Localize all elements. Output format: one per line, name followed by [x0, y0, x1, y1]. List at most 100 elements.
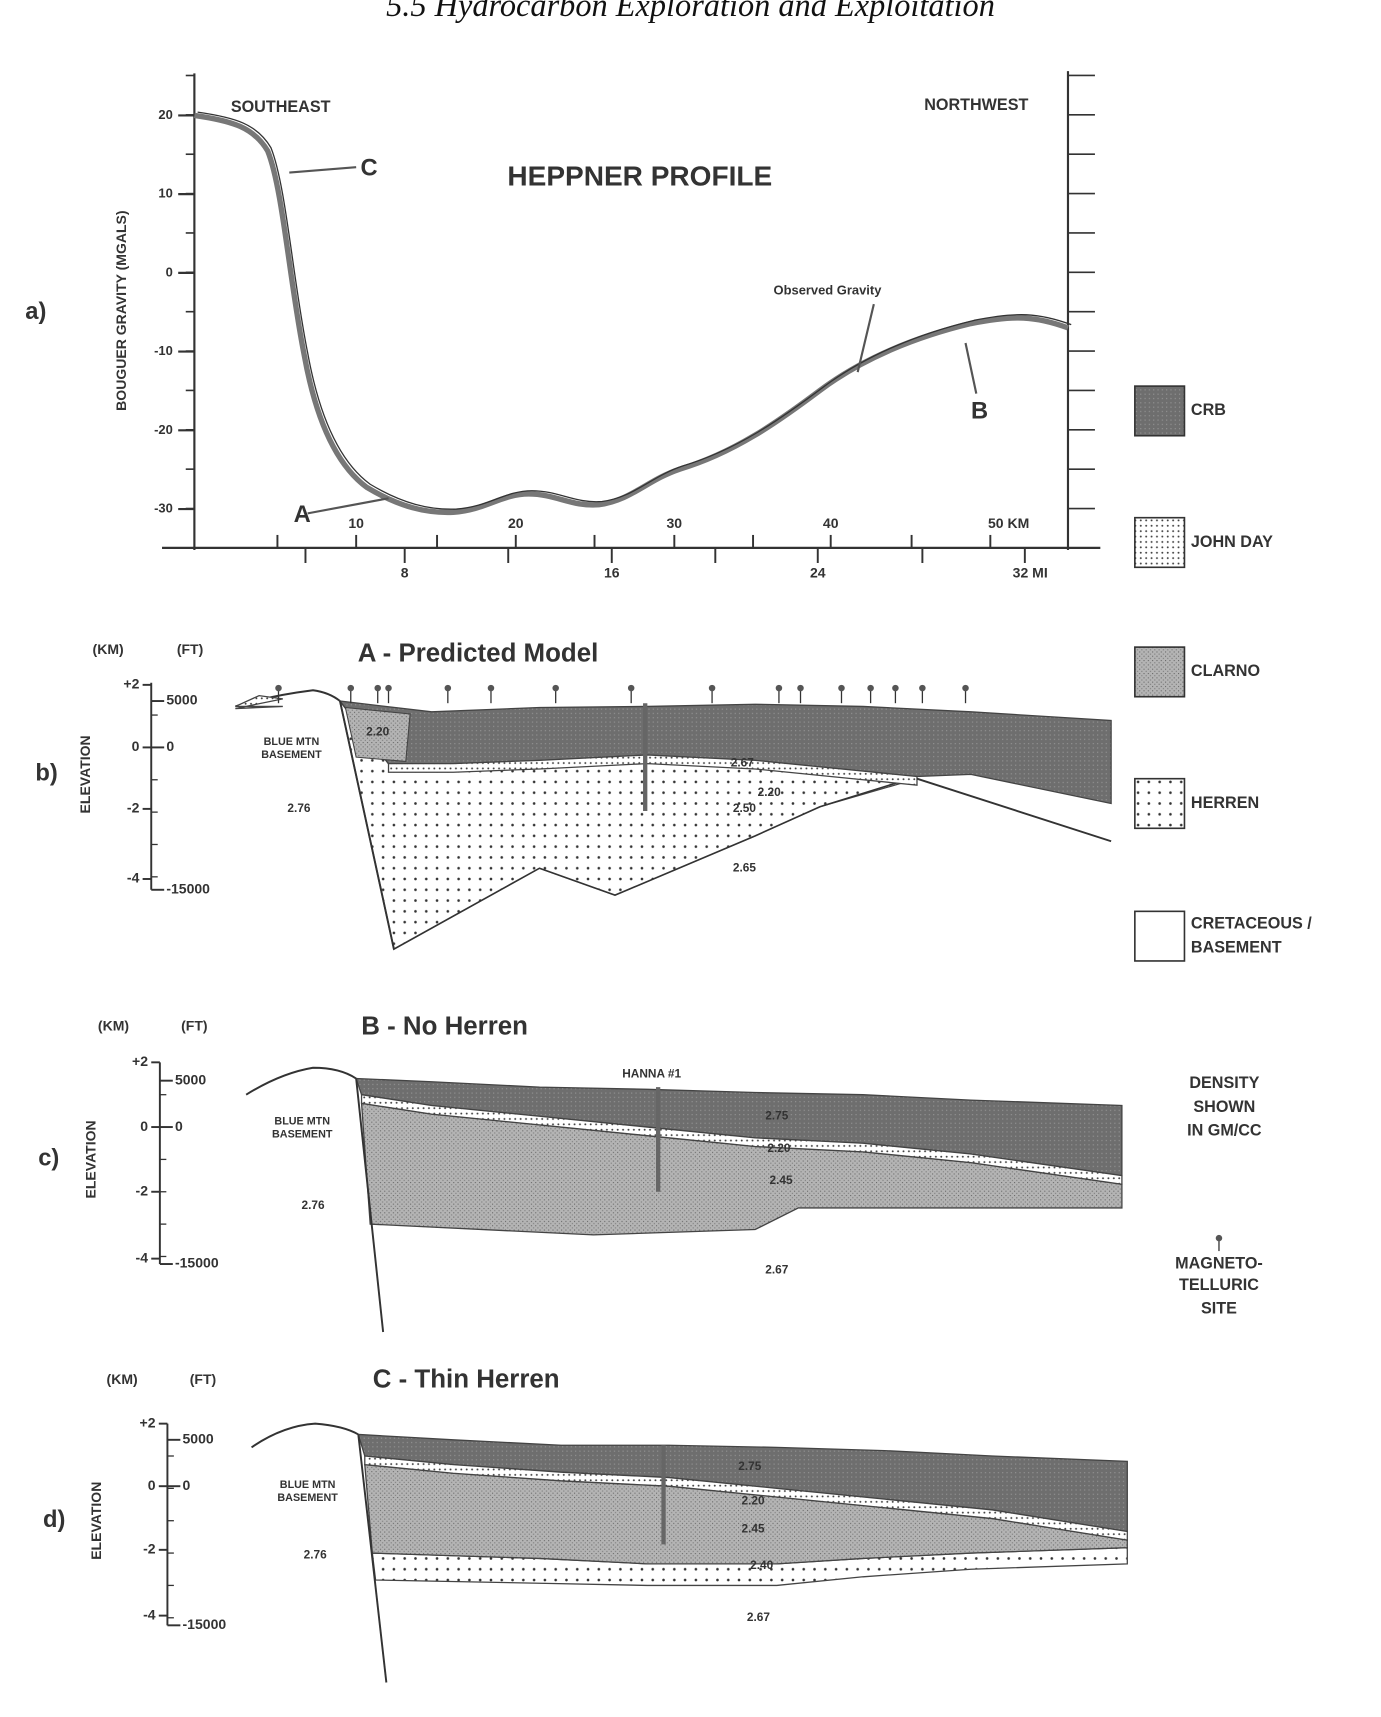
direction-label: NORTHWEST — [924, 96, 1028, 114]
density-label: 2.76 — [301, 1198, 324, 1212]
mt-site — [775, 684, 783, 692]
mt-site — [487, 684, 495, 692]
ft-tick-label: 0 — [166, 738, 174, 754]
john-day — [235, 694, 283, 710]
annotation: C — [361, 156, 378, 182]
legend-label: CRETACEOUS / — [1191, 915, 1312, 933]
ft-tick-label: -15000 — [166, 880, 210, 896]
model-curve — [197, 111, 1072, 510]
density-label: 2.20 — [758, 785, 781, 799]
legend-swatch — [1134, 910, 1186, 962]
basement-label: BASEMENT — [261, 749, 322, 761]
ft-tick-label: 5000 — [183, 1431, 214, 1447]
density-label: 2.65 — [733, 860, 756, 874]
y-tick-label: 0 — [166, 264, 173, 279]
y-tick-label: -10 — [154, 343, 173, 358]
density-label: 2.20 — [742, 1493, 765, 1507]
leader — [856, 303, 875, 373]
y-tick-label: 10 — [158, 186, 172, 201]
mt-site — [347, 684, 355, 692]
unit-label: (FT) — [181, 1017, 207, 1033]
ft-tick-label: -15000 — [175, 1255, 219, 1271]
unit-label: (FT) — [177, 641, 203, 657]
km-tick-label: +2 — [132, 1053, 148, 1069]
mt-site — [552, 684, 559, 692]
panel-label: a) — [25, 299, 46, 325]
legend-label: CLARNO — [1191, 662, 1260, 680]
density-label: 2.20 — [366, 724, 389, 738]
legend-swatch — [1134, 646, 1186, 698]
ft-tick-label: 0 — [175, 1118, 183, 1134]
panel-label: d) — [43, 1507, 65, 1533]
ft-tick-label: 5000 — [175, 1071, 206, 1087]
basement-label: BLUE MTN — [280, 1479, 336, 1491]
section-title: C - Thin Herren — [373, 1365, 560, 1393]
y-tick-label: -20 — [154, 422, 173, 437]
density-note: SHOWN — [1193, 1098, 1255, 1116]
page-header: 5.5 Hydrocarbon Exploration and Exploita… — [386, 0, 995, 23]
section-title: A - Predicted Model — [358, 640, 599, 668]
density-label: 2.45 — [742, 1521, 765, 1535]
surface — [250, 1422, 359, 1449]
km-tick-label: -4 — [143, 1606, 156, 1622]
mt-site — [374, 684, 381, 692]
density-label: 2.75 — [738, 1459, 761, 1473]
km-tick-label: 30 — [667, 515, 683, 531]
mt-site — [892, 684, 899, 692]
km-tick-label: +2 — [123, 676, 139, 692]
basement-label: BASEMENT — [277, 1492, 338, 1504]
density-label: 2.67 — [765, 1263, 788, 1277]
km-tick-label: 10 — [348, 515, 364, 531]
legend-label: CRB — [1191, 401, 1226, 419]
john-day — [360, 1093, 1123, 1185]
density-label: 2.67 — [747, 1610, 770, 1624]
km-tick-label: -2 — [127, 800, 140, 816]
density-label: 2.76 — [287, 801, 310, 815]
y-axis-label: BOUGUER GRAVITY (MGALS) — [113, 210, 129, 410]
mi-tick-label: 16 — [604, 564, 620, 580]
y-axis-label: ELEVATION — [77, 735, 93, 813]
mt-site — [275, 684, 282, 692]
leader — [964, 342, 978, 394]
y-tick-label: 20 — [158, 107, 172, 122]
ft-tick-label: 0 — [183, 1477, 191, 1493]
density-label: 2.40 — [750, 1558, 773, 1572]
drawing — [142, 71, 1223, 1683]
km-tick-label: -2 — [136, 1182, 149, 1198]
fault — [339, 700, 395, 950]
leader — [307, 497, 389, 515]
unit-label: (KM) — [98, 1017, 129, 1033]
km-tick-label: 0 — [140, 1118, 148, 1134]
density-note: IN GM/CC — [1187, 1122, 1262, 1140]
y-tick-label: -30 — [154, 500, 173, 515]
km-tick-label: -4 — [127, 870, 140, 886]
mt-site-symbol — [1215, 1234, 1223, 1242]
mt-site-label: TELLURIC — [1179, 1276, 1259, 1294]
basement-label: BASEMENT — [272, 1128, 333, 1140]
density-label: 2.50 — [733, 801, 756, 815]
legend-label: BASEMENT — [1191, 938, 1282, 956]
legend-swatch — [1134, 516, 1186, 569]
ft-tick-label: 5000 — [166, 692, 197, 708]
km-tick-label: 0 — [132, 738, 140, 754]
density-label: 2.67 — [731, 756, 754, 770]
km-tick-label: 50 KM — [988, 515, 1029, 531]
legend-swatch — [1134, 385, 1186, 437]
km-tick-label: +2 — [140, 1414, 156, 1430]
fault — [355, 1078, 385, 1333]
boundary — [916, 777, 1112, 843]
mi-tick-label: 24 — [810, 564, 826, 580]
y-axis-label: ELEVATION — [88, 1482, 104, 1560]
mt-site — [838, 684, 845, 692]
surface — [245, 1066, 357, 1096]
km-tick-label: 20 — [508, 515, 524, 531]
well-label: HANNA #1 — [622, 1066, 681, 1080]
mt-site — [919, 684, 926, 692]
mt-site-label: MAGNETO- — [1175, 1254, 1263, 1272]
density-label: 2.45 — [770, 1173, 793, 1187]
density-note: DENSITY — [1189, 1074, 1259, 1092]
y-axis-label: ELEVATION — [83, 1120, 99, 1198]
mt-site — [708, 684, 716, 692]
mt-site — [962, 684, 969, 692]
